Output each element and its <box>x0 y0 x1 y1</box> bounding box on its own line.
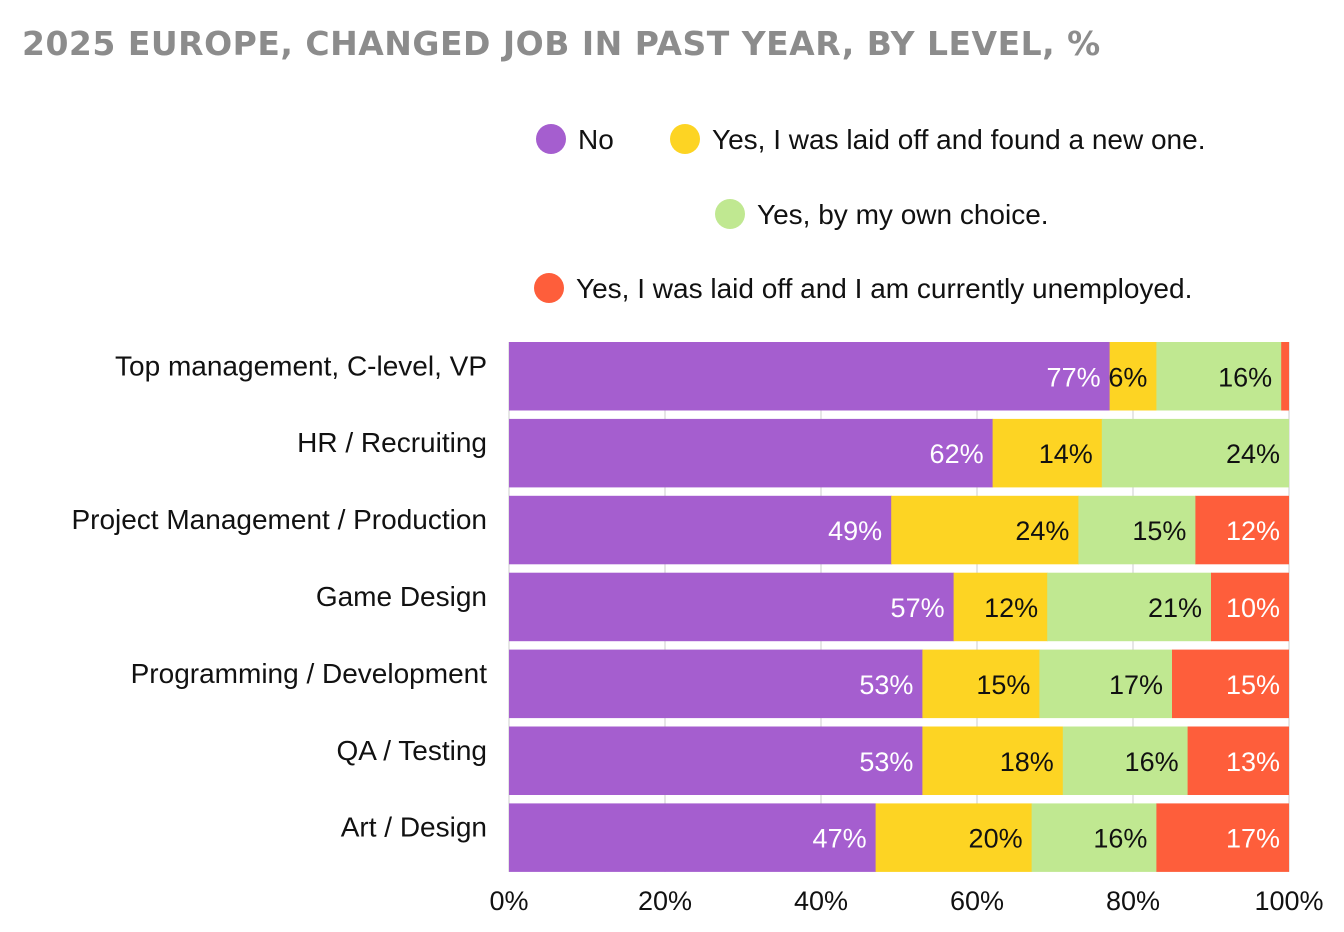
x-axis-tick-labels: 0% 20% 40% 60% 80% 100% <box>489 886 1323 916</box>
bar-segment-r1-s2 <box>1109 342 1157 411</box>
category-label-4: Game Design <box>316 581 487 612</box>
bars: 77% 6% 16% 62% 14% 24% 49% 24% 15% 12% 57% 12% 21% 10… <box>509 342 1289 872</box>
y-axis-labels: Top management, C-level, VP HR / Recruiti… <box>71 350 487 842</box>
data-label-r5-s3: 17% <box>1109 670 1163 700</box>
data-label-r6-s3: 16% <box>1125 747 1179 777</box>
x-tick-label-2: 40% <box>794 886 848 916</box>
bar-segment-r5-s3 <box>1039 649 1173 719</box>
bar-segment-r3-s3 <box>1078 495 1196 565</box>
bar-segment-r4-s4 <box>1211 572 1289 642</box>
data-label-r2-s1: 62% <box>930 439 984 469</box>
bar-segment-r1-s1 <box>509 342 1111 411</box>
data-label-r2-s3: 24% <box>1226 439 1280 469</box>
legend: No Yes, I was laid off and found a new on… <box>534 124 1205 304</box>
bar-segment-r7-s3 <box>1031 803 1157 872</box>
bar-segment-r2-s1 <box>509 418 994 488</box>
bar-segment-r5-s1 <box>509 649 923 719</box>
data-label-r3-s4: 12% <box>1226 516 1280 546</box>
data-label-r7-s2: 20% <box>969 824 1023 854</box>
data-label-r6-s2: 18% <box>1000 747 1054 777</box>
bar-segment-r4-s1 <box>509 572 955 642</box>
data-label-r3-s1: 49% <box>828 516 882 546</box>
legend-marker-2 <box>670 124 700 154</box>
category-label-6: QA / Testing <box>337 735 487 766</box>
legend-marker-1 <box>536 124 566 154</box>
bar-segment-r7-s2 <box>875 803 1033 872</box>
bar-segment-r2-s2 <box>992 418 1103 488</box>
data-label-r1-s2: 6% <box>1108 362 1147 392</box>
data-label-r4-s2: 12% <box>984 593 1038 623</box>
data-label-r4-s1: 57% <box>891 593 945 623</box>
x-tick-label-3: 60% <box>950 886 1004 916</box>
data-label-r7-s3: 16% <box>1093 824 1147 854</box>
data-label-r4-s4: 10% <box>1226 593 1280 623</box>
data-label-r1-s3: 16% <box>1218 362 1272 392</box>
legend-marker-4 <box>534 273 564 303</box>
data-label-r6-s1: 53% <box>859 747 913 777</box>
legend-label-2: Yes, I was laid off and found a new one. <box>712 124 1205 155</box>
chart-title: 2025 EUROPE, CHANGED JOB IN PAST YEAR, B… <box>22 24 1101 63</box>
bar-segment-r7-s1 <box>509 803 877 872</box>
bar-segment-r6-s1 <box>509 726 923 795</box>
bar-segment-r5-s2 <box>922 649 1040 719</box>
category-label-7: Art / Design <box>341 812 487 843</box>
data-label-r1-s1: 77% <box>1047 362 1101 392</box>
x-tick-label-5: 100% <box>1254 886 1323 916</box>
data-label-r4-s3: 21% <box>1148 593 1202 623</box>
bar-segment-r6-s3 <box>1062 726 1189 795</box>
category-label-2: HR / Recruiting <box>297 427 487 458</box>
bar-segment-r3-s2 <box>891 495 1079 565</box>
data-label-r7-s1: 47% <box>813 824 867 854</box>
bar-segment-r5-s4 <box>1172 649 1289 719</box>
data-label-r3-s3: 15% <box>1132 516 1186 546</box>
bar-segment-r7-s4 <box>1156 803 1289 872</box>
category-label-1: Top management, C-level, VP <box>115 350 487 381</box>
x-tick-label-1: 20% <box>638 886 692 916</box>
category-label-3: Project Management / Production <box>71 504 487 535</box>
legend-marker-3 <box>715 199 745 229</box>
category-label-5: Programming / Development <box>131 658 488 689</box>
bar-segment-r6-s2 <box>922 726 1064 795</box>
bar-segment-r4-s3 <box>1047 572 1212 642</box>
x-tick-label-4: 80% <box>1106 886 1160 916</box>
bar-segment-r6-s4 <box>1187 726 1289 795</box>
data-label-r5-s4: 15% <box>1226 670 1280 700</box>
bar-segment-r4-s2 <box>953 572 1048 642</box>
data-label-r5-s2: 15% <box>976 670 1030 700</box>
data-label-r7-s4: 17% <box>1226 824 1280 854</box>
data-label-r3-s2: 24% <box>1015 516 1069 546</box>
legend-label-1: No <box>578 124 614 155</box>
bar-segment-r1-s4 <box>1281 342 1289 411</box>
legend-label-4: Yes, I was laid off and I am currently u… <box>576 273 1192 304</box>
bar-segment-r2-s3 <box>1101 418 1289 488</box>
bar-segment-r1-s3 <box>1156 342 1282 411</box>
legend-label-3: Yes, by my own choice. <box>757 199 1049 230</box>
data-label-r5-s1: 53% <box>859 670 913 700</box>
bar-segment-r3-s1 <box>509 495 892 565</box>
data-label-r2-s2: 14% <box>1039 439 1093 469</box>
bar-segment-r3-s4 <box>1195 495 1289 565</box>
x-tick-label-0: 0% <box>489 886 528 916</box>
data-label-r6-s4: 13% <box>1226 747 1280 777</box>
